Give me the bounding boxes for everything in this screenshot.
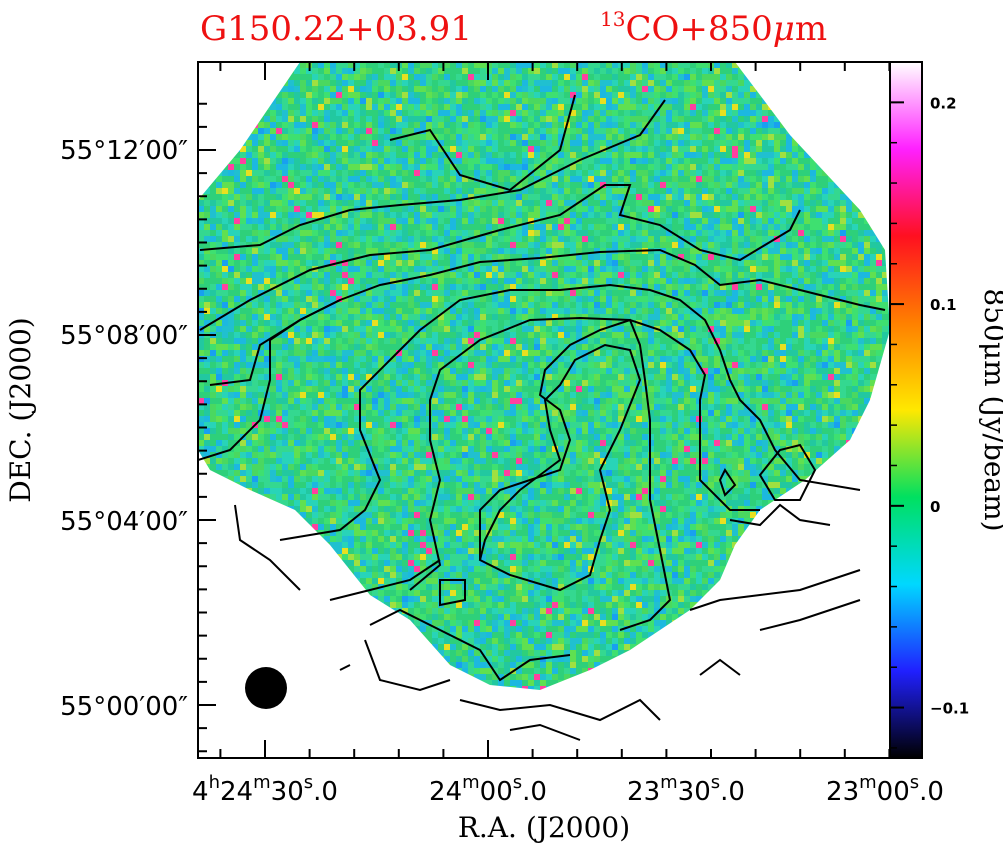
- contour-line: [479, 318, 672, 631]
- colorbar-tick-label: 0.1: [930, 296, 957, 314]
- contour-line: [279, 283, 861, 541]
- contour-line: [729, 503, 831, 527]
- map-title: G150.22+03.91: [200, 9, 472, 49]
- contour-line: [234, 504, 301, 591]
- co-contours: [198, 94, 886, 741]
- colorbar-label: 850μm (Jy/beam): [978, 288, 1003, 531]
- x-tick-label: 23m30s.0: [627, 772, 745, 807]
- x-tick-label: 23m00s.0: [826, 772, 944, 807]
- colorbar-tick-label: 0.2: [930, 94, 957, 112]
- contour-line: [439, 579, 466, 607]
- colorbar-tick-label: 0: [930, 498, 940, 516]
- subtitle-unit: m: [795, 9, 827, 49]
- contour-line: [329, 559, 441, 601]
- contour-line: [198, 299, 341, 461]
- axis-minor-ticks: [198, 62, 891, 758]
- x-tick-labels: 4h24m30s.0 24m00s.0 23m30s.0 23m00s.0: [192, 772, 944, 807]
- y-axis-label: DEC. (J2000): [4, 317, 37, 502]
- x-axis-label: R.A. (J2000): [458, 811, 630, 844]
- contour-line: [689, 569, 861, 611]
- subtitle-mu: μ: [773, 9, 795, 49]
- contour-line: [389, 94, 576, 192]
- contour-line: [199, 99, 666, 251]
- contour-line: [478, 343, 642, 592]
- contour-line: [718, 468, 737, 497]
- contour-line: [758, 443, 817, 501]
- y-tick-label: 55°04′00″: [60, 507, 188, 537]
- contour-line: [759, 599, 861, 631]
- contour-line: [409, 316, 760, 591]
- colorbar-tick-label: −0.1: [930, 700, 969, 718]
- contour-line: [339, 664, 351, 671]
- contour-line: [459, 698, 661, 722]
- y-tick-label: 55°12′00″: [60, 136, 188, 166]
- beam-ellipse: [245, 667, 287, 709]
- contour-line: [699, 658, 741, 676]
- subtitle-isotope: 13: [600, 7, 625, 31]
- y-tick-labels: 55°12′00″ 55°08′00″ 55°04′00″ 55°00′00″: [60, 136, 188, 722]
- contour-line: [364, 639, 451, 692]
- contour-line: [509, 723, 581, 741]
- colorbar-ticks: 0.2 0.1 0 −0.1: [890, 61, 969, 749]
- subtitle-main: CO+850: [625, 9, 772, 49]
- y-tick-label: 55°00′00″: [60, 692, 188, 722]
- y-tick-label: 55°08′00″: [60, 321, 188, 351]
- x-tick-label: 4h24m30s.0: [192, 772, 338, 807]
- contour-line: [199, 184, 801, 331]
- map-subtitle: 13CO+850μm: [600, 7, 827, 49]
- x-tick-label: 24m00s.0: [429, 772, 547, 807]
- contour-line: [369, 608, 571, 682]
- colorbar: [889, 61, 923, 759]
